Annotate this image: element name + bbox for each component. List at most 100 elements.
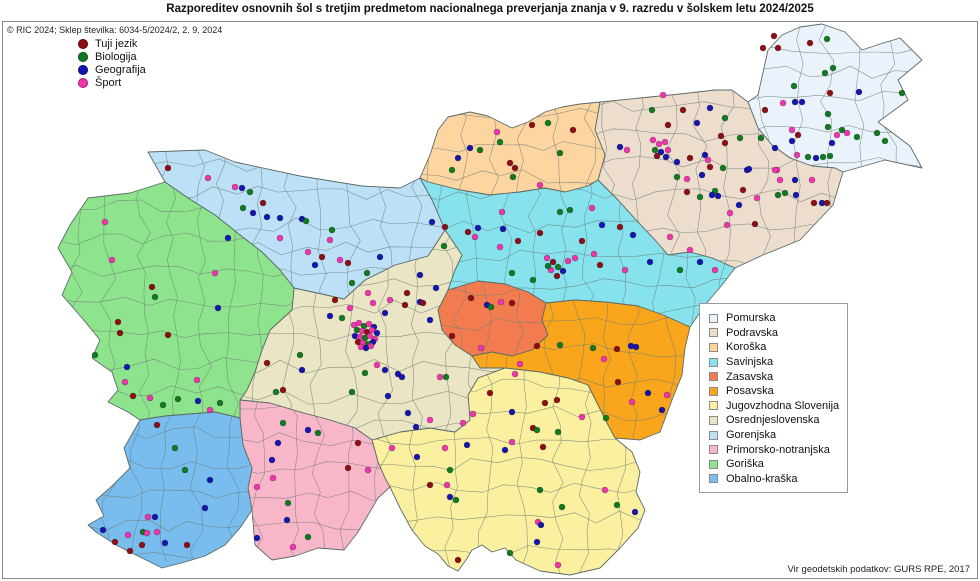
legend-label: Biologija [95, 50, 137, 63]
school-dot [263, 359, 271, 367]
school-dot [126, 547, 134, 555]
school-dot [537, 521, 545, 529]
school-dot [181, 466, 189, 474]
school-dot [194, 397, 202, 405]
legend-label: Gorenjska [726, 429, 777, 442]
school-dot [381, 366, 389, 374]
school-dot [554, 263, 562, 271]
region-swatch [709, 342, 718, 352]
school-dot [664, 146, 672, 154]
school-dot [326, 312, 334, 320]
school-dot [759, 44, 767, 52]
school-dot [364, 289, 372, 297]
school-dot [536, 486, 544, 494]
school-dot [774, 191, 782, 199]
school-dot [589, 344, 597, 352]
school-dot [696, 258, 704, 266]
school-dot [632, 343, 640, 351]
school-dot [111, 538, 119, 546]
school-dot [164, 164, 172, 172]
school-dot [735, 201, 743, 209]
school-dot [648, 106, 656, 114]
school-dot [751, 220, 759, 228]
region-swatch [709, 445, 718, 455]
school-dot [823, 199, 831, 207]
school-dot [553, 396, 561, 404]
school-dot [686, 154, 694, 162]
school-dot [493, 128, 501, 136]
school-dot [121, 378, 129, 386]
school-dot [602, 414, 610, 422]
school-dot [496, 243, 504, 251]
school-dot [881, 137, 889, 145]
school-dot [443, 481, 451, 489]
school-dot [363, 269, 371, 277]
school-dot [566, 206, 574, 214]
school-dot [151, 293, 159, 301]
region-swatch [709, 386, 718, 396]
school-dot [779, 99, 787, 107]
school-dot [412, 423, 420, 431]
school-dot [698, 171, 706, 179]
school-dot [336, 256, 344, 264]
school-dot [348, 388, 356, 396]
school-dot [736, 134, 744, 142]
school-dot [366, 332, 374, 340]
school-dot [821, 69, 829, 77]
school-dot [428, 218, 436, 226]
school-dot [201, 504, 209, 512]
school-dot [793, 151, 801, 159]
school-dot [216, 399, 224, 407]
region-swatch [709, 401, 718, 411]
school-dot [331, 296, 339, 304]
school-dot [239, 204, 247, 212]
school-dot [206, 406, 214, 414]
school-dot [824, 123, 832, 131]
legend-item-biologija: Biologija [78, 50, 146, 63]
school-dot [631, 508, 639, 516]
school-dot [711, 266, 719, 274]
school-dot [544, 262, 552, 270]
school-dot [114, 318, 122, 326]
school-dot [269, 474, 277, 482]
school-dot [629, 231, 637, 239]
school-dot [788, 126, 796, 134]
legend-label: Goriška [726, 458, 764, 471]
school-dot [276, 214, 284, 222]
school-dot [381, 309, 389, 317]
school-dot [544, 119, 552, 127]
school-dot [508, 269, 516, 277]
school-dot [143, 529, 151, 537]
school-dots-layer [91, 32, 906, 569]
school-dot [726, 209, 734, 217]
legend-item-koro-ka: Koroška [709, 340, 841, 355]
school-dot [498, 208, 506, 216]
school-dot [206, 476, 214, 484]
school-dot [806, 39, 814, 47]
subject-legend: Tuji jezik Biologija Geografija Šport [78, 37, 146, 89]
school-dot [263, 213, 271, 221]
school-dot [708, 191, 716, 199]
school-dot [788, 137, 796, 145]
legend-item-savinjska: Savinjska [709, 355, 841, 370]
school-dot [623, 146, 631, 154]
school-dot [388, 444, 396, 452]
region-swatch [709, 474, 718, 484]
school-dot [655, 140, 663, 148]
school-dot [432, 284, 440, 292]
school-dot [824, 110, 832, 118]
school-dot [304, 248, 312, 256]
school-dot [701, 151, 709, 159]
school-dot [714, 192, 722, 200]
school-dot [771, 144, 779, 152]
school-dot [511, 370, 519, 378]
source-note: Vir geodetskih podatkov: GURS RPE, 2017 [787, 564, 970, 575]
school-dot [554, 561, 562, 569]
school-dot [296, 351, 304, 359]
school-dot [826, 89, 834, 97]
school-dot [442, 373, 450, 381]
school-dot [164, 331, 172, 339]
school-dot [666, 233, 674, 241]
school-dot [558, 503, 566, 511]
school-dot [368, 326, 376, 334]
